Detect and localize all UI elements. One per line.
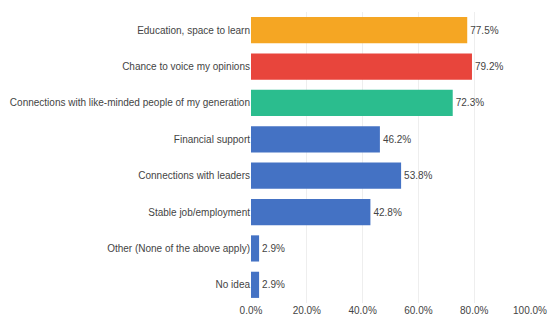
svg-text:80.0%: 80.0% (460, 305, 488, 316)
svg-text:53.8%: 53.8% (404, 170, 432, 181)
svg-text:Chance to voice my opinions: Chance to voice my opinions (122, 61, 250, 72)
svg-text:60.0%: 60.0% (404, 305, 432, 316)
svg-text:100.0%: 100.0% (513, 305, 547, 316)
svg-text:Connections with leaders: Connections with leaders (138, 170, 250, 181)
svg-text:2.9%: 2.9% (262, 243, 285, 254)
svg-text:40.0%: 40.0% (348, 305, 376, 316)
svg-text:No idea: No idea (216, 279, 251, 290)
svg-text:Education, space to learn: Education, space to learn (137, 25, 250, 36)
svg-text:46.2%: 46.2% (383, 134, 411, 145)
svg-text:Connections with like-minded p: Connections with like-minded people of m… (10, 97, 250, 108)
svg-text:72.3%: 72.3% (456, 97, 484, 108)
svg-text:Financial support: Financial support (174, 134, 250, 145)
svg-text:Stable job/employment: Stable job/employment (148, 207, 250, 218)
svg-text:79.2%: 79.2% (475, 61, 503, 72)
svg-text:Other (None of the above apply: Other (None of the above apply) (107, 243, 250, 254)
svg-text:2.9%: 2.9% (262, 279, 285, 290)
svg-text:42.8%: 42.8% (373, 207, 401, 218)
svg-text:77.5%: 77.5% (470, 25, 498, 36)
svg-text:20.0%: 20.0% (293, 305, 321, 316)
svg-text:0.0%: 0.0% (240, 305, 263, 316)
